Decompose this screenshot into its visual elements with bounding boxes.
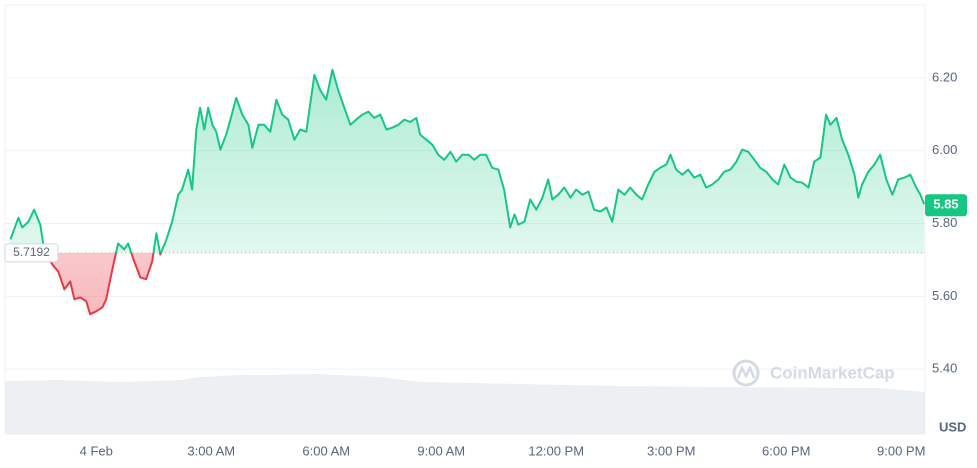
last-price-tag [925, 194, 967, 217]
watermark-logo [732, 359, 760, 387]
x-tick-label: 6:00 PM [762, 443, 810, 458]
reference-label: 5.7192 [13, 245, 50, 259]
currency-label: USD [939, 419, 966, 434]
y-tick-label: 5.80 [932, 215, 957, 230]
plot: 5.7192 5.85 [4, 68, 967, 316]
y-tick-label: 6.20 [932, 69, 957, 84]
reference-label-box [4, 243, 59, 263]
area-up [10, 69, 925, 253]
volume-area [5, 374, 925, 434]
x-tick-label: 3:00 PM [647, 443, 695, 458]
x-tick-label: 12:00 PM [528, 443, 584, 458]
x-tick-label: 9:00 PM [877, 443, 925, 458]
x-tick-label: 3:00 AM [187, 443, 235, 458]
watermark: CoinMarketCap [732, 359, 895, 387]
x-tick-label: 6:00 AM [302, 443, 350, 458]
last-price-label: 5.85 [933, 197, 958, 212]
watermark-text: CoinMarketCap [770, 363, 895, 382]
y-tick-label: 5.40 [932, 361, 957, 376]
y-tick-label: 5.60 [932, 288, 957, 303]
y-tick-label: 6.00 [932, 142, 957, 157]
x-tick-label: 9:00 AM [417, 443, 465, 458]
price-line [9, 68, 926, 316]
x-tick-label: 4 Feb [80, 443, 113, 458]
watermark-logo-mark [736, 364, 756, 379]
